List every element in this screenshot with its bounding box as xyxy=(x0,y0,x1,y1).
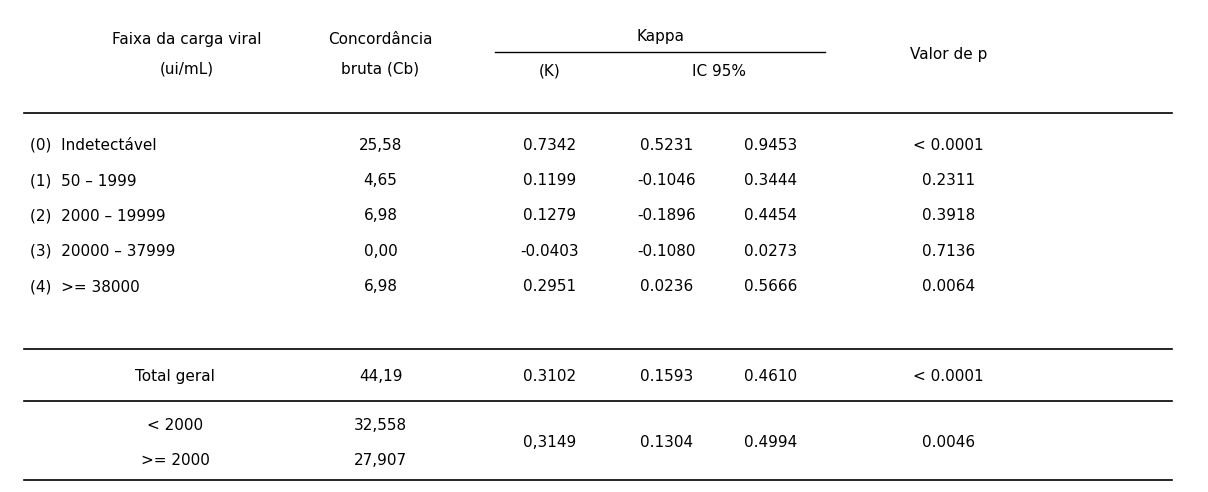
Text: 0.0273: 0.0273 xyxy=(744,244,797,259)
Text: 0.5666: 0.5666 xyxy=(744,279,797,294)
Text: < 0.0001: < 0.0001 xyxy=(913,138,983,153)
Text: (1)  50 – 1999: (1) 50 – 1999 xyxy=(30,173,137,188)
Text: bruta (Cb): bruta (Cb) xyxy=(342,62,419,76)
Text: Valor de p: Valor de p xyxy=(910,47,987,62)
Text: 6,98: 6,98 xyxy=(364,279,397,294)
Text: 4,65: 4,65 xyxy=(364,173,397,188)
Text: 0.0046: 0.0046 xyxy=(922,435,975,450)
Text: 0.9453: 0.9453 xyxy=(744,138,797,153)
Text: < 0.0001: < 0.0001 xyxy=(913,369,983,384)
Text: 0.1593: 0.1593 xyxy=(640,369,693,384)
Text: >= 2000: >= 2000 xyxy=(140,453,210,467)
Text: 6,98: 6,98 xyxy=(364,209,397,223)
Text: Concordância: Concordância xyxy=(329,32,432,47)
Text: 0.7136: 0.7136 xyxy=(922,244,975,259)
Text: 0.3918: 0.3918 xyxy=(922,209,975,223)
Text: (2)  2000 – 19999: (2) 2000 – 19999 xyxy=(30,209,165,223)
Text: 32,558: 32,558 xyxy=(354,418,407,433)
Text: 0.3444: 0.3444 xyxy=(744,173,797,188)
Text: 0,3149: 0,3149 xyxy=(523,435,576,450)
Text: 0,00: 0,00 xyxy=(364,244,397,259)
Text: 0.2311: 0.2311 xyxy=(922,173,975,188)
Text: 44,19: 44,19 xyxy=(359,369,402,384)
Text: -0.1080: -0.1080 xyxy=(638,244,696,259)
Text: 27,907: 27,907 xyxy=(354,453,407,467)
Text: Kappa: Kappa xyxy=(637,30,684,44)
Text: 0.1279: 0.1279 xyxy=(523,209,576,223)
Text: 0.3102: 0.3102 xyxy=(523,369,576,384)
Text: Total geral: Total geral xyxy=(135,369,215,384)
Text: -0.0403: -0.0403 xyxy=(521,244,579,259)
Text: Faixa da carga viral: Faixa da carga viral xyxy=(112,32,262,47)
Text: IC 95%: IC 95% xyxy=(692,64,745,79)
Text: (4)  >= 38000: (4) >= 38000 xyxy=(30,279,140,294)
Text: 0.2951: 0.2951 xyxy=(523,279,576,294)
Text: 0.4454: 0.4454 xyxy=(744,209,797,223)
Text: 0.4610: 0.4610 xyxy=(744,369,797,384)
Text: (K): (K) xyxy=(539,64,561,79)
Text: -0.1046: -0.1046 xyxy=(638,173,696,188)
Text: 0.0236: 0.0236 xyxy=(640,279,693,294)
Text: -0.1896: -0.1896 xyxy=(638,209,696,223)
Text: 25,58: 25,58 xyxy=(359,138,402,153)
Text: 0.1304: 0.1304 xyxy=(640,435,693,450)
Text: < 2000: < 2000 xyxy=(147,418,203,433)
Text: 0.4994: 0.4994 xyxy=(744,435,797,450)
Text: 0.0064: 0.0064 xyxy=(922,279,975,294)
Text: 0.7342: 0.7342 xyxy=(523,138,576,153)
Text: (ui/mL): (ui/mL) xyxy=(161,62,214,76)
Text: (0)  Indetectável: (0) Indetectável xyxy=(30,137,157,153)
Text: (3)  20000 – 37999: (3) 20000 – 37999 xyxy=(30,244,175,259)
Text: 0.1199: 0.1199 xyxy=(523,173,576,188)
Text: 0.5231: 0.5231 xyxy=(640,138,693,153)
